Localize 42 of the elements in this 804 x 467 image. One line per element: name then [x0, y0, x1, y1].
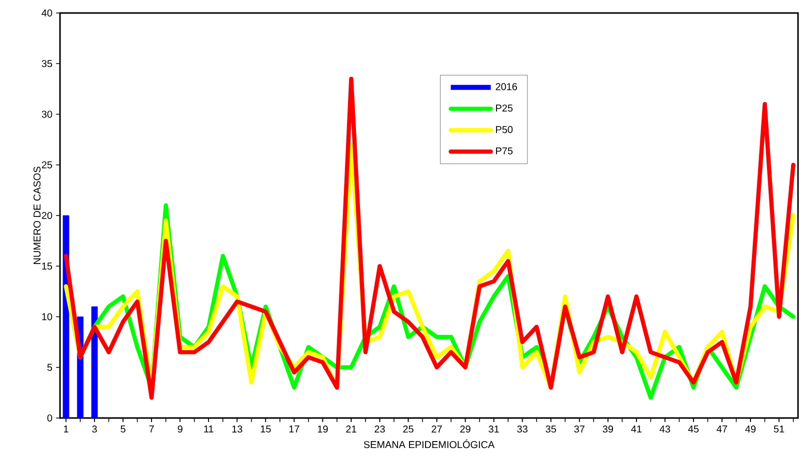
y-tick-label: 30 — [42, 110, 52, 118]
x-tick-label: 25 — [403, 426, 414, 433]
bar — [91, 306, 98, 418]
x-tick-label: 37 — [574, 426, 584, 433]
y-tick-label: 40 — [42, 9, 52, 17]
x-tick-label: 35 — [546, 426, 556, 433]
x-tick-label: 15 — [260, 426, 271, 432]
x-tick-label: 7 — [149, 426, 154, 432]
y-tick-label: 15 — [42, 262, 52, 270]
legend-label: P75 — [496, 147, 513, 154]
legend-label: 2016 — [496, 83, 517, 90]
y-axis-title: NUMERO DE CASOS — [34, 166, 41, 264]
x-tick-label: 5 — [120, 426, 126, 432]
x-tick-label: 39 — [602, 426, 613, 433]
y-tick-label: 35 — [42, 60, 52, 68]
x-tick-label: 23 — [374, 426, 385, 433]
x-tick-label: 29 — [460, 426, 470, 433]
x-tick-label: 21 — [346, 426, 356, 432]
y-tick-label: 25 — [42, 161, 52, 168]
x-tick-label: 49 — [745, 426, 756, 433]
x-tick-label: 45 — [688, 426, 699, 432]
x-tick-label: 19 — [318, 426, 328, 433]
x-axis-title: SEMANA EPIDEMIOLÓGICA — [364, 439, 495, 448]
x-tick-label: 47 — [716, 426, 728, 432]
x-tick-label: 1 — [64, 426, 68, 432]
x-tick-label: 41 — [631, 426, 642, 432]
x-tick-label: 31 — [488, 426, 499, 433]
x-tick-label: 11 — [204, 426, 214, 432]
x-tick-label: 17 — [289, 426, 300, 432]
legend-label: P25 — [496, 104, 513, 112]
x-tick-label: 33 — [517, 426, 528, 433]
y-tick-label: 0 — [47, 414, 52, 422]
x-tick-label: 9 — [178, 426, 182, 433]
y-tick-label: 20 — [42, 212, 52, 220]
x-tick-label: 27 — [432, 426, 442, 432]
x-tick-label: 51 — [774, 426, 784, 432]
x-tick-label: 13 — [232, 426, 242, 433]
x-tick-label: 43 — [660, 426, 670, 433]
legend-label: P50 — [496, 126, 513, 134]
y-tick-label: 5 — [47, 364, 52, 371]
y-tick-label: 10 — [42, 313, 52, 320]
x-tick-label: 3 — [92, 426, 97, 433]
